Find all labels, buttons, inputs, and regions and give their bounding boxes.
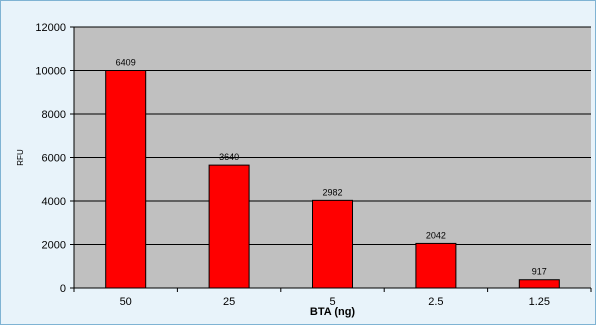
x-tick-label: 2.5 xyxy=(428,296,443,308)
x-axis-title: BTA (ng) xyxy=(310,306,356,318)
y-tick-label: 4000 xyxy=(42,196,66,208)
x-tick-label: 50 xyxy=(120,296,132,308)
y-tick-label: 8000 xyxy=(42,109,66,121)
bar xyxy=(312,199,353,289)
y-tick-label: 2000 xyxy=(42,240,66,252)
x-tick-labels: 50 25 5 2.5 1.25 xyxy=(120,296,550,308)
x-tick-label: 1.25 xyxy=(529,296,550,308)
bar xyxy=(208,164,250,289)
data-label: 3640 xyxy=(219,152,239,162)
data-labels: 6409 3640 2982 2042 917 xyxy=(116,58,547,277)
data-label: 6409 xyxy=(116,58,136,68)
y-tick-label: 10000 xyxy=(35,66,66,78)
bars xyxy=(105,70,560,289)
bar xyxy=(518,279,560,289)
data-label: 2982 xyxy=(322,187,342,197)
axes xyxy=(70,26,592,292)
y-tick-labels: 0 2000 4000 6000 8000 10000 12000 xyxy=(35,22,66,295)
data-label: 917 xyxy=(532,267,547,277)
y-tick-label: 6000 xyxy=(42,153,66,165)
bar xyxy=(105,70,147,289)
x-tick-label: 25 xyxy=(223,296,235,308)
y-axis-title: RFU xyxy=(16,149,25,166)
y-tick-label: 12000 xyxy=(35,22,66,34)
y-tick-label: 0 xyxy=(60,283,66,295)
x-tick-label: 5 xyxy=(329,296,335,308)
bar xyxy=(415,242,457,289)
data-label: 2042 xyxy=(426,230,446,240)
